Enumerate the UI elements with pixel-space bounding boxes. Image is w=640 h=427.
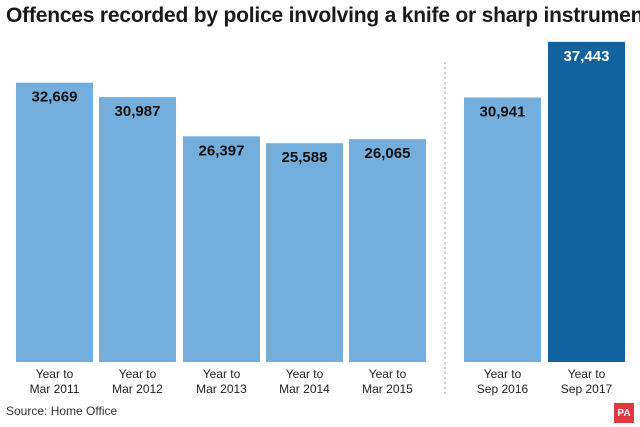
bar-value-label-5: 30,941 — [480, 103, 526, 120]
category-label-6-line-0: Year to — [568, 367, 606, 381]
bar-value-label-4: 26,065 — [365, 145, 411, 162]
bar-2 — [183, 136, 260, 362]
category-label-5-line-1: Sep 2016 — [477, 382, 529, 396]
category-label-0-line-0: Year to — [36, 367, 74, 381]
bar-value-label-3: 25,588 — [282, 149, 328, 166]
bar-value-label-6: 37,443 — [564, 48, 610, 65]
bar-0 — [16, 82, 93, 362]
bar-5 — [464, 97, 541, 362]
category-label-4-line-1: Mar 2015 — [362, 382, 413, 396]
category-label-1-line-0: Year to — [119, 367, 157, 381]
category-label-6-line-1: Sep 2017 — [561, 382, 613, 396]
source-note: Source: Home Office — [6, 404, 118, 418]
category-label-5-line-0: Year to — [484, 367, 522, 381]
bar-value-label-1: 30,987 — [115, 103, 161, 120]
bar-3 — [266, 143, 343, 362]
category-label-1-line-1: Mar 2012 — [112, 382, 163, 396]
category-label-4-line-0: Year to — [369, 367, 407, 381]
category-label-0-line-1: Mar 2011 — [30, 382, 80, 396]
category-label-3-line-0: Year to — [286, 367, 324, 381]
category-label-2-line-0: Year to — [203, 367, 241, 381]
bar-value-label-2: 26,397 — [199, 142, 245, 159]
chart-title: Offences recorded by police involving a … — [6, 4, 640, 27]
category-label-2-line-1: Mar 2013 — [196, 382, 247, 396]
bar-6 — [548, 41, 625, 362]
bar-value-label-0: 32,669 — [32, 89, 78, 106]
bar-1 — [99, 97, 176, 362]
category-label-3-line-1: Mar 2014 — [279, 382, 330, 396]
pa-logo: PA — [614, 403, 634, 423]
bar-4 — [349, 139, 426, 362]
